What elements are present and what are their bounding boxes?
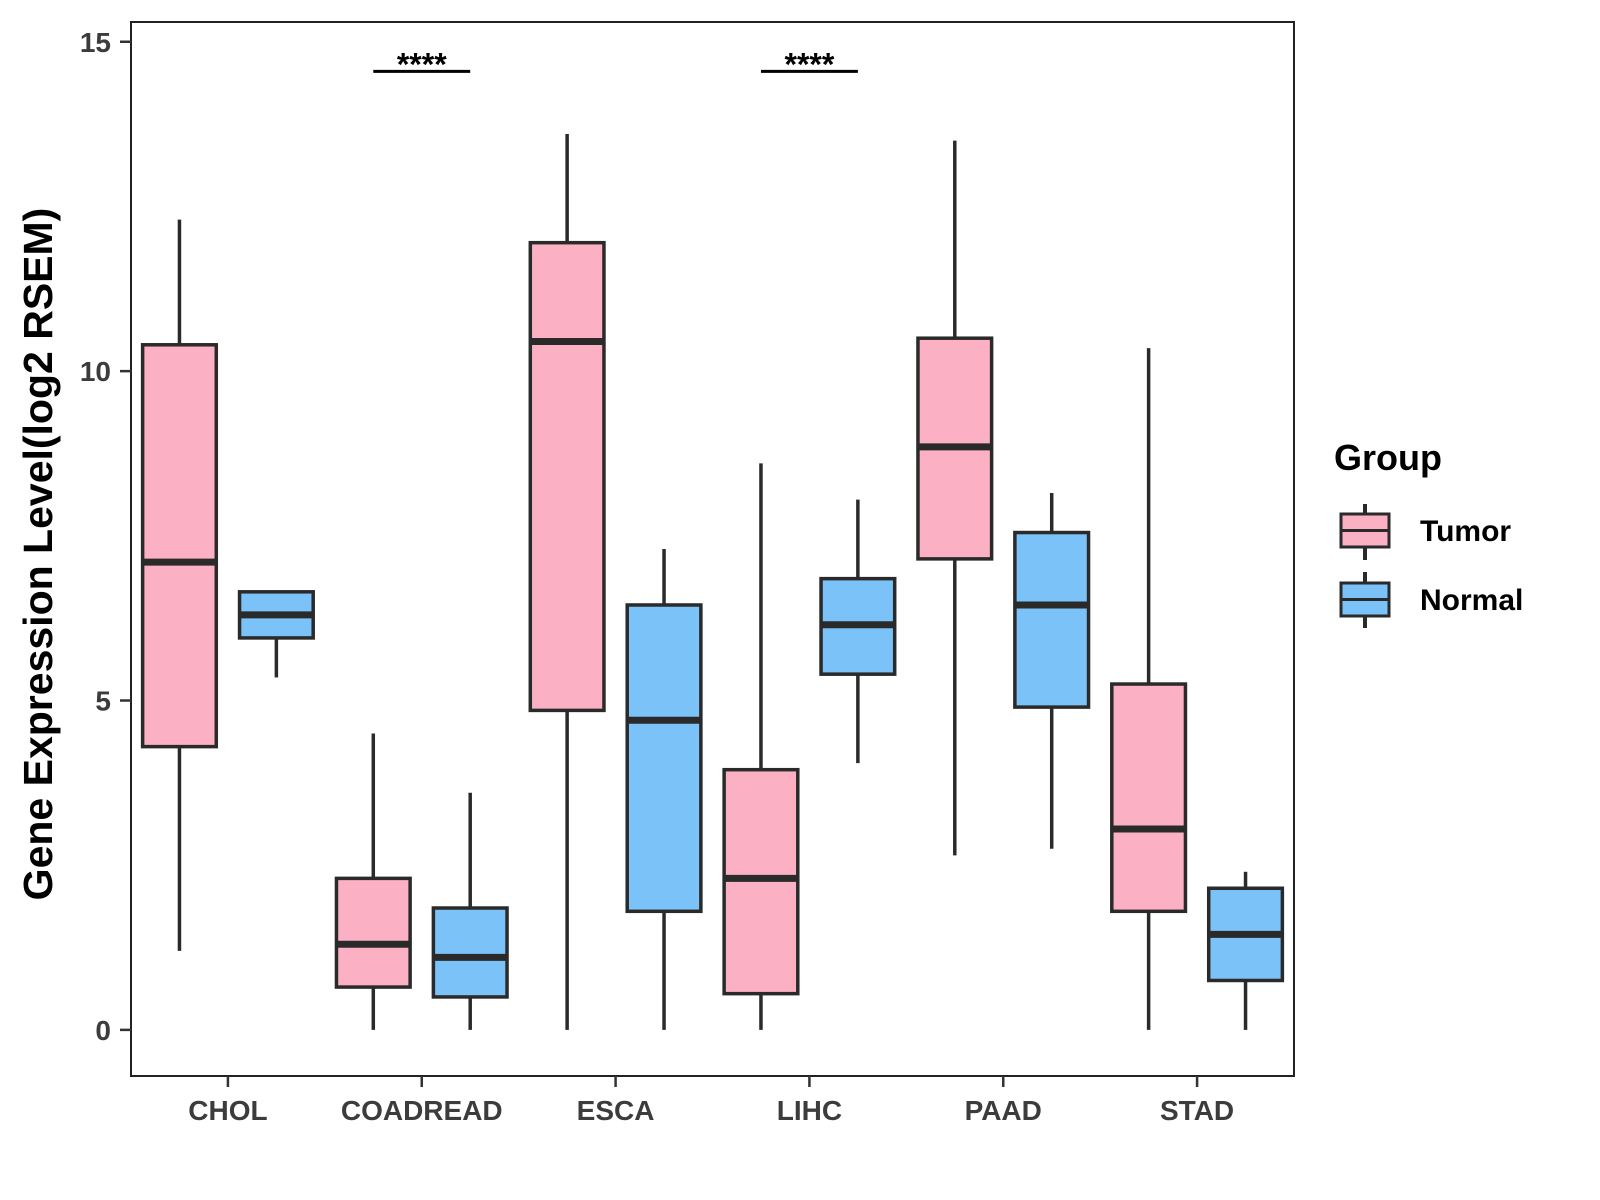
y-tick-label: 15 bbox=[80, 27, 111, 58]
x-tick-label: LIHC bbox=[777, 1095, 842, 1126]
box-series bbox=[140, 133, 1285, 1030]
box-body bbox=[334, 876, 412, 989]
legend-label-tumor: Tumor bbox=[1420, 515, 1511, 548]
box-tumor-esca bbox=[528, 133, 606, 1030]
box-body bbox=[431, 906, 509, 999]
y-axis-title: Gene Expression Level(log2 RSEM) bbox=[15, 208, 61, 901]
box-tumor-stad bbox=[1110, 348, 1188, 1030]
box-normal-stad bbox=[1206, 871, 1285, 1030]
y-tick-label: 10 bbox=[80, 356, 111, 387]
box-body bbox=[140, 343, 219, 749]
box-normal-chol bbox=[237, 590, 315, 678]
x-tick-label: ESCA bbox=[577, 1095, 655, 1126]
box-tumor-paad bbox=[916, 140, 994, 856]
legend-key-tumor bbox=[1339, 504, 1391, 560]
y-tick-label: 5 bbox=[95, 686, 111, 717]
x-axis: CHOL COADREAD ESCA LIHC PAAD STAD bbox=[188, 1076, 1234, 1126]
x-tick-label: COADREAD bbox=[341, 1095, 503, 1126]
x-tick-label: STAD bbox=[1160, 1095, 1234, 1126]
box-normal-lihc bbox=[819, 499, 897, 764]
legend-label-normal: Normal bbox=[1420, 584, 1523, 617]
box-body bbox=[528, 240, 606, 713]
panel-border bbox=[130, 21, 1295, 1077]
box-normal-esca bbox=[625, 549, 703, 1030]
box-body bbox=[1110, 682, 1188, 914]
significance-label: **** bbox=[785, 46, 835, 82]
box-body bbox=[625, 603, 703, 914]
legend-key-normal bbox=[1339, 572, 1391, 628]
box-body bbox=[1013, 530, 1091, 709]
plot-panel bbox=[130, 21, 1295, 1077]
box-tumor-chol bbox=[140, 219, 219, 951]
x-tick-label: CHOL bbox=[188, 1095, 267, 1126]
box-tumor-coadread bbox=[334, 733, 412, 1030]
legend-title: Group bbox=[1334, 437, 1442, 478]
y-axis: 0 5 10 15 bbox=[80, 27, 131, 1046]
significance-annotations: **** **** bbox=[373, 46, 858, 82]
significance-label: **** bbox=[397, 46, 447, 82]
legend: Group Tumor Normal bbox=[1334, 437, 1523, 628]
x-tick-label: PAAD bbox=[965, 1095, 1042, 1126]
y-tick-label: 0 bbox=[95, 1015, 111, 1046]
box-tumor-lihc bbox=[722, 463, 800, 1030]
box-normal-paad bbox=[1013, 493, 1091, 849]
box-normal-coadread bbox=[431, 792, 509, 1030]
